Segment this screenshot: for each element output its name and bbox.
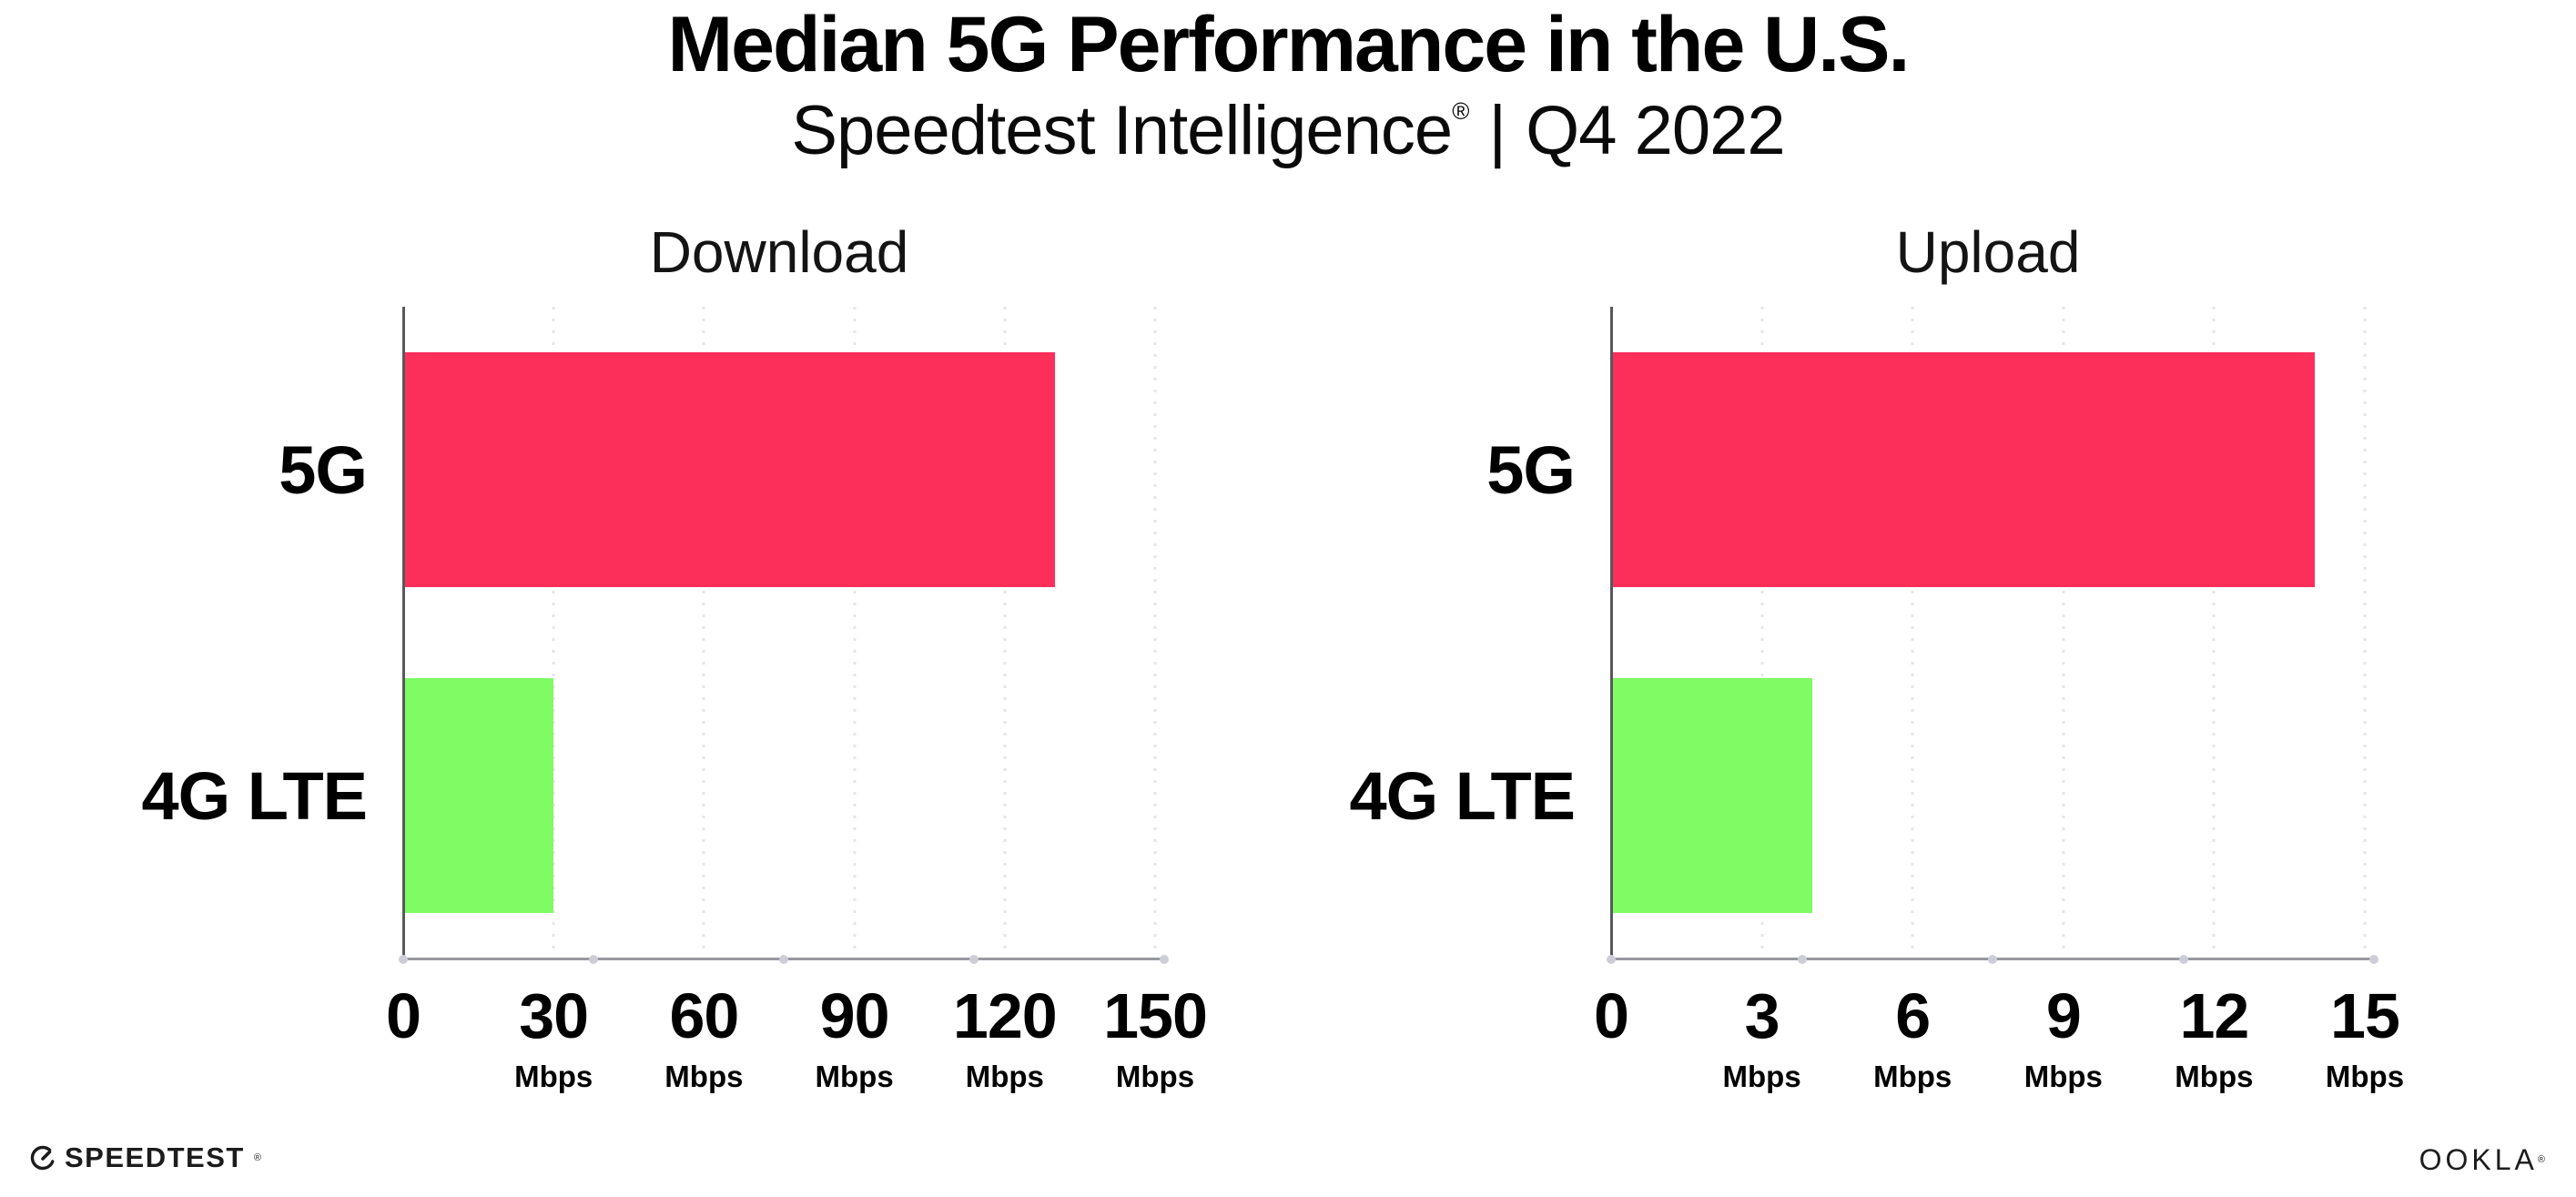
- tick-unit: Mbps: [514, 1060, 593, 1093]
- x-tick: 30 Mbps: [514, 984, 593, 1091]
- tick-number: 3: [1744, 980, 1780, 1051]
- download-plot-area: [399, 307, 1169, 964]
- registered-mark: ®: [2537, 1154, 2545, 1165]
- upload-chart: Upload 5G 4G LTE 0 3 Mbps: [1349, 223, 2404, 1091]
- tick-number: 30: [519, 980, 589, 1051]
- gauge-icon: [30, 1145, 56, 1170]
- x-tick: 12 Mbps: [2175, 984, 2253, 1091]
- x-tick: 0: [386, 984, 421, 1048]
- tick-number: 12: [2179, 980, 2249, 1051]
- speedtest-wordmark: SPEEDTEST: [65, 1141, 245, 1173]
- axis-dot: [969, 954, 979, 964]
- x-tick: 60 Mbps: [664, 984, 743, 1091]
- axis-dot: [399, 954, 408, 964]
- bar-5g: [1611, 352, 2315, 587]
- x-tick: 6 Mbps: [1873, 984, 1952, 1091]
- page-subtitle: Speedtest Intelligence® | Q4 2022: [0, 96, 2576, 166]
- upload-plot-area: [1607, 307, 2378, 964]
- gridline: [1911, 307, 1914, 959]
- y-axis-spine: [1610, 307, 1613, 959]
- registered-mark: ®: [253, 1151, 261, 1163]
- axis-dot: [589, 954, 598, 964]
- subtitle-period: Q4 2022: [1526, 92, 1786, 169]
- tick-unit: Mbps: [965, 1060, 1044, 1093]
- ookla-wordmark: OOKLA: [2419, 1143, 2538, 1176]
- x-axis-line: [1607, 954, 2378, 964]
- axis-dot: [1160, 954, 1169, 964]
- gridline: [1153, 307, 1157, 959]
- speedtest-logo: SPEEDTEST ®: [30, 1143, 261, 1172]
- bar-5g: [403, 352, 1055, 587]
- axis-dot: [1607, 954, 1616, 964]
- x-tick: 0: [1594, 980, 1629, 1051]
- axis-dot: [1988, 954, 1997, 964]
- tick-unit: Mbps: [2175, 1060, 2254, 1093]
- download-chart: Download 5G 4G LTE 0 30 Mbps: [141, 223, 1207, 1091]
- category-label-4g-lte: 4G LTE: [141, 757, 368, 834]
- subtitle-separator: |: [1488, 92, 1506, 169]
- category-label-5g: 5G: [1486, 431, 1576, 508]
- category-label-5g: 5G: [279, 431, 368, 508]
- axis-dot: [2369, 954, 2378, 964]
- gridline: [1003, 307, 1007, 959]
- tick-unit: Mbps: [1722, 1060, 1801, 1093]
- x-tick: 9 Mbps: [2024, 984, 2103, 1091]
- gridline: [853, 307, 857, 959]
- tick-number: 120: [952, 980, 1058, 1051]
- x-tick: 150 Mbps: [1103, 980, 1208, 1093]
- tick-number: 0: [386, 980, 421, 1051]
- gridline: [2363, 307, 2367, 959]
- tick-number: 0: [1594, 980, 1629, 1051]
- tick-number: 9: [2045, 980, 2082, 1051]
- gridline: [2062, 307, 2065, 959]
- gridline: [552, 307, 555, 959]
- download-chart-title: Download: [649, 219, 909, 285]
- axis-dot: [1797, 954, 1807, 964]
- tick-number: 60: [669, 980, 739, 1051]
- axis-dot: [2178, 954, 2188, 964]
- y-axis-spine: [402, 307, 405, 959]
- tick-unit: Mbps: [1115, 1060, 1195, 1093]
- registered-mark: ®: [1452, 97, 1469, 125]
- gridline: [702, 307, 705, 959]
- x-tick: 120 Mbps: [952, 980, 1058, 1093]
- upload-chart-title: Upload: [1895, 219, 2081, 285]
- tick-unit: Mbps: [2325, 1060, 2405, 1093]
- x-tick: 3 Mbps: [1723, 984, 1801, 1091]
- bar-4g-lte: [1611, 678, 1812, 913]
- page-title: Median 5G Performance in the U.S.: [667, 1, 1911, 88]
- tick-number: 150: [1103, 980, 1208, 1051]
- gridline: [2212, 307, 2216, 959]
- x-tick: 90 Mbps: [816, 984, 894, 1091]
- tick-number: 6: [1895, 980, 1931, 1051]
- tick-unit: Mbps: [664, 1060, 744, 1093]
- tick-unit: Mbps: [2023, 1060, 2103, 1093]
- x-tick: 15 Mbps: [2326, 984, 2404, 1091]
- x-axis-line: [399, 954, 1169, 964]
- tick-unit: Mbps: [1873, 1060, 1952, 1093]
- category-label-4g-lte: 4G LTE: [1349, 757, 1576, 834]
- gridline: [1760, 307, 1764, 959]
- axis-dot: [779, 954, 788, 964]
- subtitle-brand: Speedtest Intelligence: [791, 92, 1453, 169]
- ookla-logo: OOKLA ®: [2419, 1145, 2545, 1174]
- bar-4g-lte: [403, 678, 554, 913]
- tick-number: 90: [819, 980, 890, 1051]
- tick-unit: Mbps: [815, 1060, 894, 1093]
- tick-number: 15: [2330, 980, 2400, 1051]
